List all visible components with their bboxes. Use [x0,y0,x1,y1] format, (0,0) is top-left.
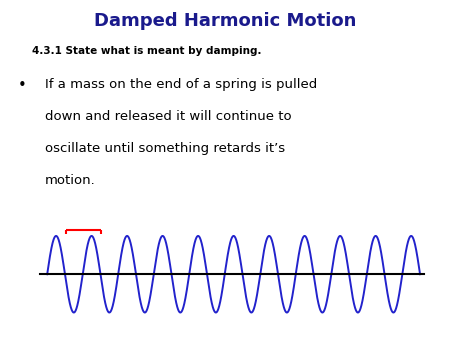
Text: oscillate until something retards it’s: oscillate until something retards it’s [45,142,285,155]
Text: 4.3.1 State what is meant by damping.: 4.3.1 State what is meant by damping. [32,46,261,56]
Text: •: • [18,78,27,93]
Text: motion.: motion. [45,174,96,187]
Text: If a mass on the end of a spring is pulled: If a mass on the end of a spring is pull… [45,78,317,91]
Text: Damped Harmonic Motion: Damped Harmonic Motion [94,12,356,30]
Text: down and released it will continue to: down and released it will continue to [45,110,292,123]
